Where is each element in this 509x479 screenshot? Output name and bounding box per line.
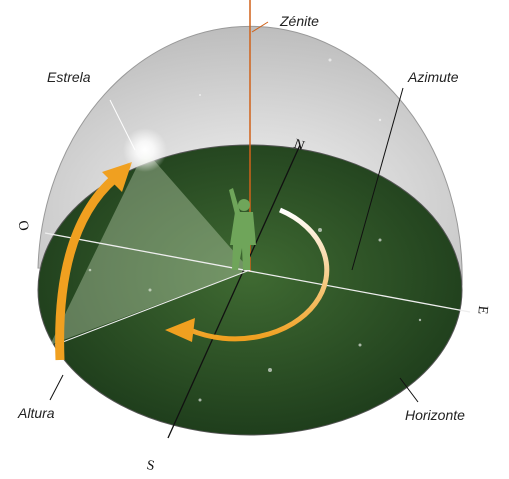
star-projection-line bbox=[54, 269, 251, 346]
south-label: S bbox=[145, 458, 155, 474]
horizon-label: Horizonte bbox=[405, 407, 465, 423]
zenith-pointer bbox=[251, 21, 269, 33]
horizon-pointer bbox=[399, 377, 419, 403]
altitude-wedge bbox=[50, 150, 250, 345]
east-west-line bbox=[44, 232, 471, 313]
azimuth-arrow bbox=[165, 318, 195, 342]
zenith-label: Zénite bbox=[279, 13, 319, 29]
east-label: E bbox=[474, 305, 490, 315]
stars bbox=[88, 58, 422, 402]
star bbox=[123, 128, 167, 172]
azimuth-arc bbox=[189, 207, 330, 342]
star-label: Estrela bbox=[47, 69, 91, 85]
azimuth-pointer bbox=[351, 87, 404, 271]
altitude-arc bbox=[55, 174, 118, 361]
north-south-line bbox=[167, 144, 301, 439]
azimuth-label: Azimute bbox=[407, 69, 459, 85]
altitude-pointer bbox=[49, 374, 64, 401]
altitude-arrow bbox=[102, 162, 132, 192]
north-label: N bbox=[292, 137, 307, 155]
altitude-label: Altura bbox=[17, 405, 55, 421]
observer bbox=[229, 188, 256, 270]
west-label: O bbox=[14, 219, 31, 232]
